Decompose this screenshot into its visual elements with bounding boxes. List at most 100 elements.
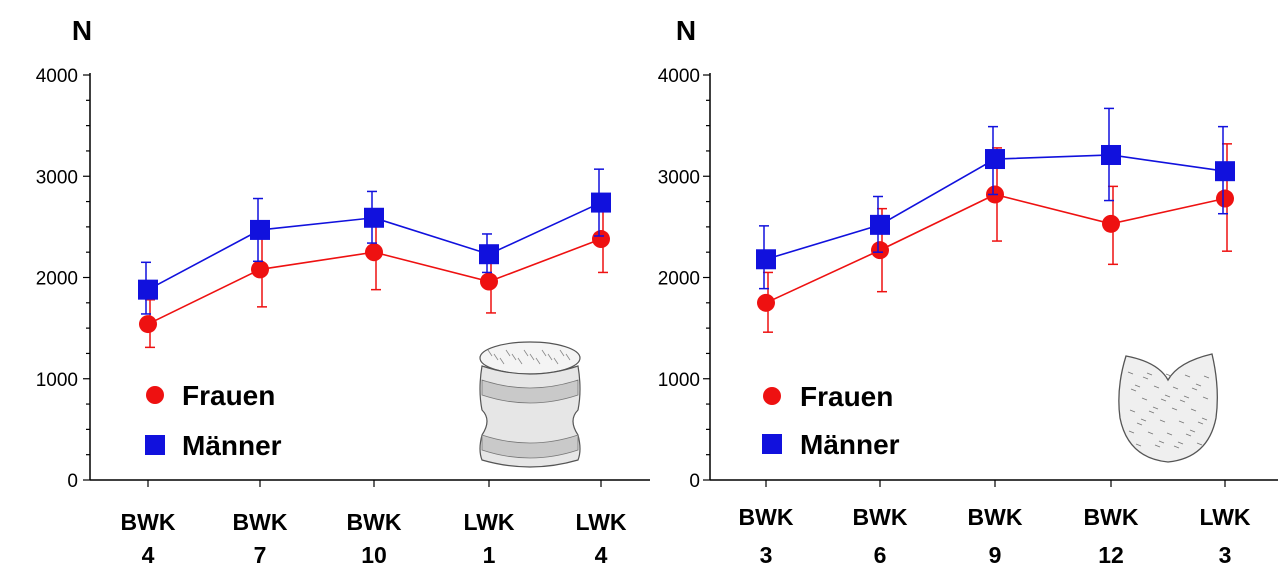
data-point [756, 249, 776, 270]
y-axis-label: N [676, 15, 696, 46]
vertebra-upper-band [481, 379, 579, 404]
data-point [591, 192, 611, 213]
legend-label: Frauen [182, 380, 275, 411]
legend-marker-frauen [763, 387, 781, 405]
bone-texture [547, 353, 553, 361]
x-tick-label: LWK [463, 509, 514, 535]
bone-texture [1166, 432, 1173, 436]
data-point [1101, 144, 1121, 165]
x-tick-label: LWK [575, 509, 626, 535]
x-tick-label: 12 [1098, 542, 1124, 568]
bone-texture [1158, 440, 1165, 444]
legend-label: Männer [182, 430, 282, 461]
x-tick-label: 7 [254, 542, 267, 568]
bone-texture [541, 349, 547, 357]
data-point [365, 243, 383, 262]
data-point [871, 241, 889, 260]
data-point [592, 230, 610, 249]
x-tick-label: BWK [233, 509, 288, 535]
y-tick-label: 3000 [658, 167, 700, 188]
bone-texture [1135, 443, 1142, 447]
bone-texture [1160, 398, 1167, 402]
bone-texture [1153, 385, 1160, 389]
x-tick-label: BWK [853, 504, 908, 530]
x-tick-label: 3 [1219, 542, 1232, 568]
bone-texture [1201, 417, 1208, 421]
series-line [765, 154, 1226, 261]
bone-texture [1152, 406, 1159, 410]
bone-texture [1154, 444, 1161, 448]
bone-texture [1129, 409, 1136, 413]
y-tick-label: 2000 [36, 269, 78, 290]
bone-texture [1130, 388, 1137, 392]
bone-texture [499, 357, 505, 365]
series-line [765, 193, 1226, 304]
data-point [251, 260, 269, 279]
x-tick-label: 9 [989, 542, 1002, 568]
bone-texture [1134, 384, 1141, 388]
bone-texture [1128, 430, 1135, 434]
bone-texture [1148, 410, 1155, 414]
bone-texture [1141, 397, 1148, 401]
bone-texture [559, 349, 565, 357]
bone-texture [1165, 373, 1172, 377]
bone-texture [535, 357, 541, 365]
legend-marker-frauen [146, 386, 164, 404]
data-point [250, 219, 270, 240]
y-tick-label: 2000 [658, 269, 700, 290]
data-point [1215, 161, 1235, 182]
data-point [757, 293, 775, 312]
bone-texture [1178, 420, 1185, 424]
bone-texture [1184, 374, 1191, 378]
y-tick-label: 1000 [658, 370, 700, 391]
bone-texture [1185, 433, 1192, 437]
x-tick-label: BWK [121, 509, 176, 535]
bone-texture [1171, 407, 1178, 411]
bone-texture [1191, 387, 1198, 391]
y-axis-label: N [72, 15, 92, 46]
bone-texture [505, 349, 511, 357]
bone-texture [1202, 396, 1209, 400]
left-chart: N 0 1000 2000 3000 4000 BWK 4 BWK 7 BWK 10 LWK 1 LWK 4 F… [36, 15, 650, 568]
y-tick-label: 3000 [36, 167, 78, 188]
bone-texture [523, 349, 529, 357]
x-tick-label: 4 [142, 542, 155, 568]
bone-texture [493, 353, 499, 361]
bone-texture [1190, 408, 1197, 412]
bone-texture [1127, 371, 1134, 375]
bone-texture [1183, 395, 1190, 399]
bone-texture [487, 349, 493, 357]
bone-texture [1142, 376, 1149, 380]
bone-texture [511, 353, 517, 361]
vertebra-top-illustration [1118, 353, 1218, 463]
vertebra-top-outline [1118, 353, 1218, 463]
data-point [985, 149, 1005, 170]
bone-texture [1189, 429, 1196, 433]
right-chart: N 0 1000 2000 3000 4000 BWK 3 BWK 6 BWK 9 BWK 12 LWK 3 F… [658, 15, 1278, 568]
data-point [1216, 189, 1234, 208]
bone-texture [1147, 431, 1154, 435]
vertebra-lower-band [481, 434, 579, 459]
data-point [479, 244, 499, 265]
bone-texture [1159, 419, 1166, 423]
legend-label: Frauen [800, 381, 893, 412]
bone-texture [517, 357, 523, 365]
y-tick-label: 0 [67, 471, 78, 492]
x-tick-label: BWK [968, 504, 1023, 530]
x-tick-label: 1 [483, 542, 496, 568]
y-tick-label: 4000 [658, 66, 700, 87]
x-tick-label: 10 [361, 542, 387, 568]
bone-texture [1140, 418, 1147, 422]
bone-texture [1203, 375, 1210, 379]
bone-texture [1195, 383, 1202, 387]
data-point [870, 214, 890, 235]
legend-label: Männer [800, 429, 900, 460]
bone-texture [1136, 422, 1143, 426]
y-tick-label: 1000 [36, 370, 78, 391]
bone-texture [1177, 441, 1184, 445]
bone-texture [1196, 442, 1203, 446]
bone-texture [1179, 399, 1186, 403]
y-tick-label: 4000 [36, 66, 78, 87]
x-tick-label: 4 [595, 542, 608, 568]
x-tick-label: 6 [874, 542, 887, 568]
